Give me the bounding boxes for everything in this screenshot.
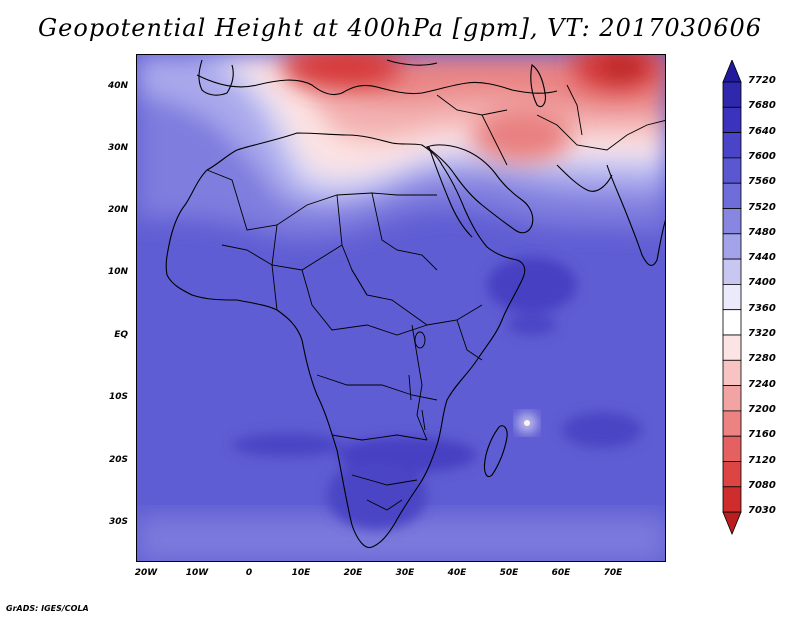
colorbar-swatch	[722, 132, 742, 159]
map-title: Geopotential Height at 400hPa [gpm], VT:…	[38, 14, 762, 42]
colorbar-label: 7680	[748, 100, 776, 112]
colorbar	[722, 60, 742, 536]
colorbar-swatch	[722, 486, 742, 513]
colorbar-swatch	[722, 182, 742, 209]
lon-tick-0: 0	[245, 568, 253, 578]
colorbar-swatch	[722, 334, 742, 361]
lon-tick-70e: 70E	[603, 568, 623, 578]
colorbar-swatch	[722, 258, 742, 285]
lon-tick-10w: 10W	[185, 568, 209, 578]
lat-tick-10n: 10N	[107, 267, 128, 277]
colorbar-bottom-arrow	[722, 511, 742, 536]
colorbar-label: 7030	[748, 505, 776, 517]
lon-tick-10e: 10E	[291, 568, 311, 578]
colorbar-swatch	[722, 385, 742, 412]
colorbar-label: 7400	[748, 277, 776, 289]
colorbar-swatch	[722, 309, 742, 336]
lat-tick-30n: 30N	[107, 143, 128, 153]
colorbar-swatch	[722, 208, 742, 235]
colorbar-swatch	[722, 410, 742, 437]
colorbar-swatch	[722, 81, 742, 108]
lon-tick-40e: 40E	[447, 568, 467, 578]
colorbar-label: 7600	[748, 150, 776, 162]
lat-tick-20s: 20S	[108, 455, 128, 465]
colorbar-label: 7320	[748, 328, 776, 339]
lakes	[408, 331, 426, 431]
colorbar-label: 7520	[748, 201, 776, 213]
lat-tick-40n: 40N	[107, 81, 128, 91]
colorbar-swatch	[722, 435, 742, 462]
lon-tick-20e: 20E	[343, 568, 363, 578]
field-low-centers	[282, 55, 662, 163]
lon-tick-60e: 60E	[551, 568, 571, 578]
colorbar-label: 7240	[748, 378, 776, 390]
colorbar-swatch	[722, 157, 742, 184]
colorbar-label: 7120	[748, 454, 776, 466]
colorbar-swatch	[722, 233, 742, 260]
coastlines	[165, 59, 665, 549]
height-field-map	[137, 55, 665, 561]
colorbar-swatch	[722, 461, 742, 488]
colorbar-label: 7200	[748, 403, 776, 415]
colorbar-label: 7160	[748, 429, 776, 441]
lon-tick-50e: 50E	[499, 568, 519, 578]
lat-tick-eq: EQ	[114, 330, 128, 340]
colorbar-label: 7440	[748, 252, 776, 264]
colorbar-label: 7360	[748, 302, 776, 314]
lon-tick-20w: 20W	[134, 568, 158, 578]
colorbar-label: 7560	[748, 176, 776, 188]
colorbar-swatch	[722, 283, 742, 311]
colorbar-label: 7640	[748, 125, 776, 137]
colorbar-label: 7480	[748, 226, 776, 238]
colorbar-swatch	[722, 106, 742, 133]
colorbar-label: 7080	[748, 479, 776, 491]
credit-label: GrADS: IGES/COLA	[6, 604, 89, 613]
field-bright-spot	[517, 413, 537, 433]
lat-tick-10s: 10S	[108, 392, 128, 402]
colorbar-swatch	[722, 359, 742, 386]
lat-tick-20n: 20N	[107, 205, 128, 215]
colorbar-label: 7720	[748, 75, 776, 86]
lon-tick-30e: 30E	[395, 568, 415, 578]
field-high-centers	[232, 257, 642, 530]
country-borders	[206, 84, 665, 511]
colorbar-label: 7280	[748, 353, 776, 365]
map-panel	[136, 54, 666, 562]
lat-tick-30s: 30S	[108, 517, 128, 527]
colorbar-top-arrow	[722, 60, 742, 83]
